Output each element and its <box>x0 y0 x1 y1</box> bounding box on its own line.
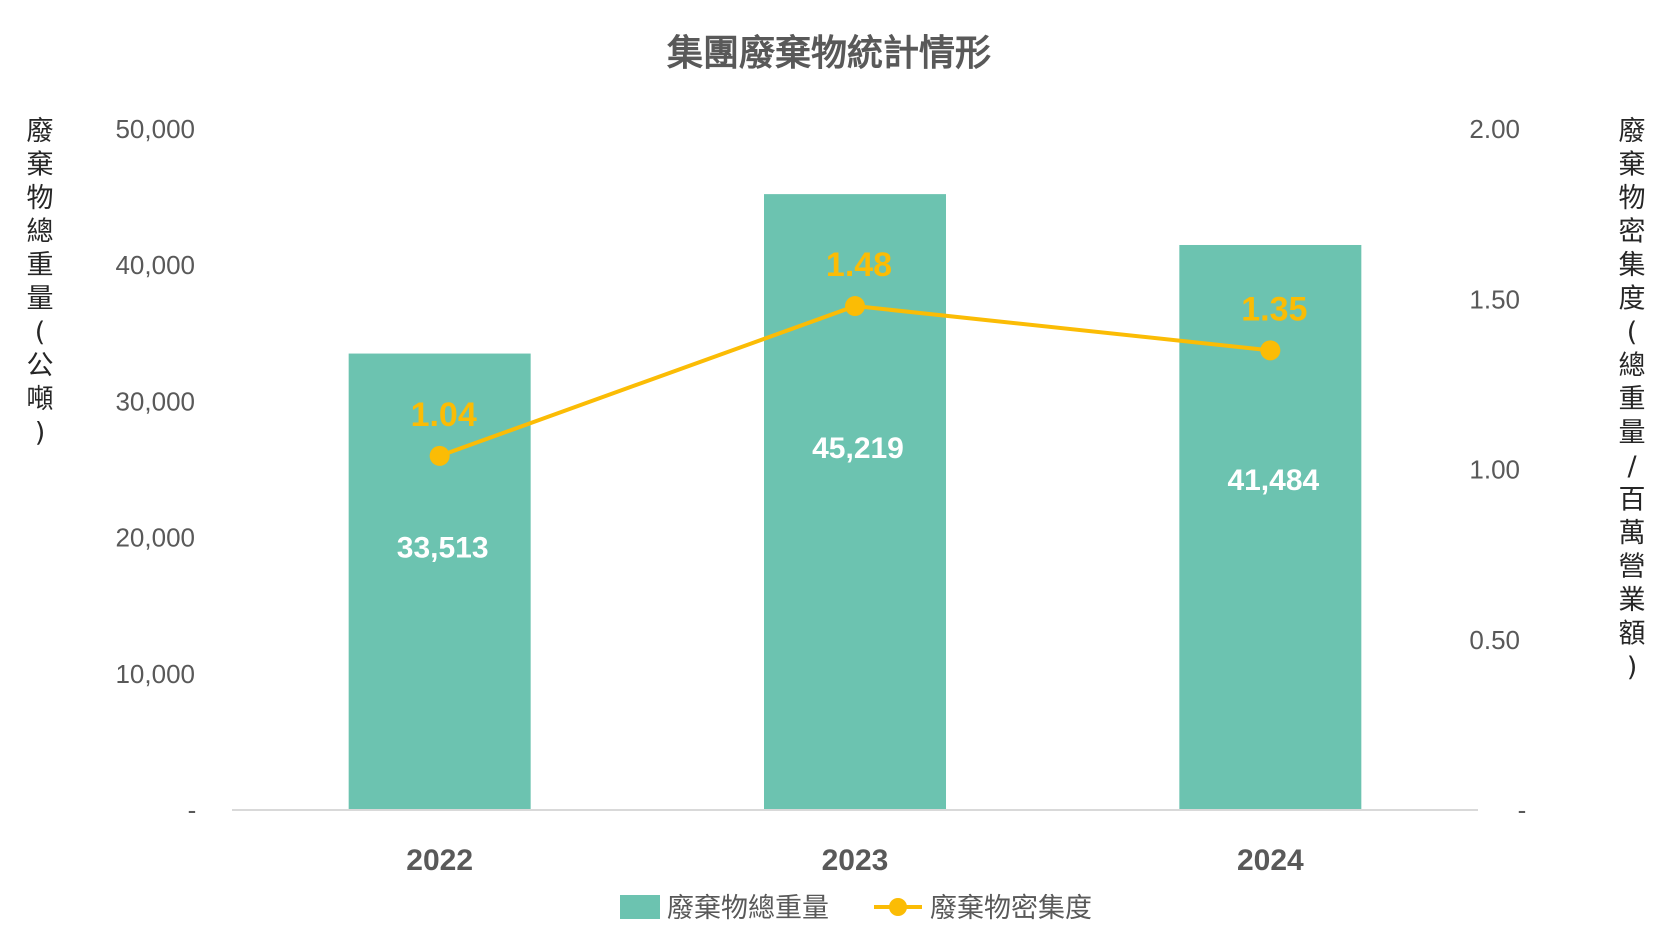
y-right-tick-label: 2.00 <box>1469 114 1520 144</box>
line-series <box>429 296 1281 466</box>
line-point <box>845 296 865 317</box>
legend-label-bar: 廢棄物總重量 <box>667 893 829 924</box>
y-left-tick-labels: - 10,000 20,000 30,000 40,000 50,000 <box>115 114 196 825</box>
bar-data-label: 33,513 <box>397 532 489 565</box>
x-tick-label: 2024 <box>1237 844 1304 877</box>
x-tick-label: 2022 <box>406 844 473 877</box>
line-data-label: 1.04 <box>411 396 477 434</box>
bar-data-label: 41,484 <box>1227 464 1319 497</box>
line-data-label: 1.48 <box>826 246 892 284</box>
y-left-tick-label: 40,000 <box>115 250 195 280</box>
line-data-labels: 1.04 1.48 1.35 <box>411 246 1308 434</box>
line-point <box>429 445 450 466</box>
y-left-tick-label: 10,000 <box>115 659 195 689</box>
bar-data-labels: 33,513 45,219 41,484 <box>397 432 1320 565</box>
legend-swatch-bar <box>620 895 660 919</box>
bar-data-label: 45,219 <box>812 432 904 465</box>
y-right-tick-label: 0.50 <box>1469 625 1520 655</box>
y-right-tick-label: 1.00 <box>1469 455 1520 485</box>
y-right-tick-label: - <box>1518 795 1527 825</box>
legend: 廢棄物總重量 廢棄物密集度 <box>620 893 1092 924</box>
y-left-tick-label: 30,000 <box>115 386 195 416</box>
x-tick-labels: 2022 2023 2024 <box>406 844 1304 877</box>
y-left-axis-label: 廢棄物總重量(公噸) <box>27 116 54 449</box>
line-point <box>1260 340 1281 361</box>
legend-marker-line <box>889 898 907 916</box>
y-left-tick-label: - <box>188 795 197 825</box>
y-right-tick-label: 1.50 <box>1469 284 1520 314</box>
y-left-tick-label: 50,000 <box>115 114 195 144</box>
y-right-tick-labels: - 0.50 1.00 1.50 2.00 <box>1469 114 1526 825</box>
x-tick-label: 2023 <box>822 844 889 877</box>
bar <box>348 353 531 810</box>
y-right-axis-label: 廢棄物密集度(總重量/百萬營業額) <box>1619 116 1646 683</box>
bar <box>764 194 946 811</box>
line-data-label: 1.35 <box>1241 290 1307 328</box>
chart-title: 集團廢棄物統計情形 <box>666 33 991 74</box>
bar-series <box>348 194 1362 811</box>
bar <box>1179 244 1362 810</box>
legend-label-line: 廢棄物密集度 <box>930 893 1092 924</box>
y-left-tick-label: 20,000 <box>115 523 195 553</box>
